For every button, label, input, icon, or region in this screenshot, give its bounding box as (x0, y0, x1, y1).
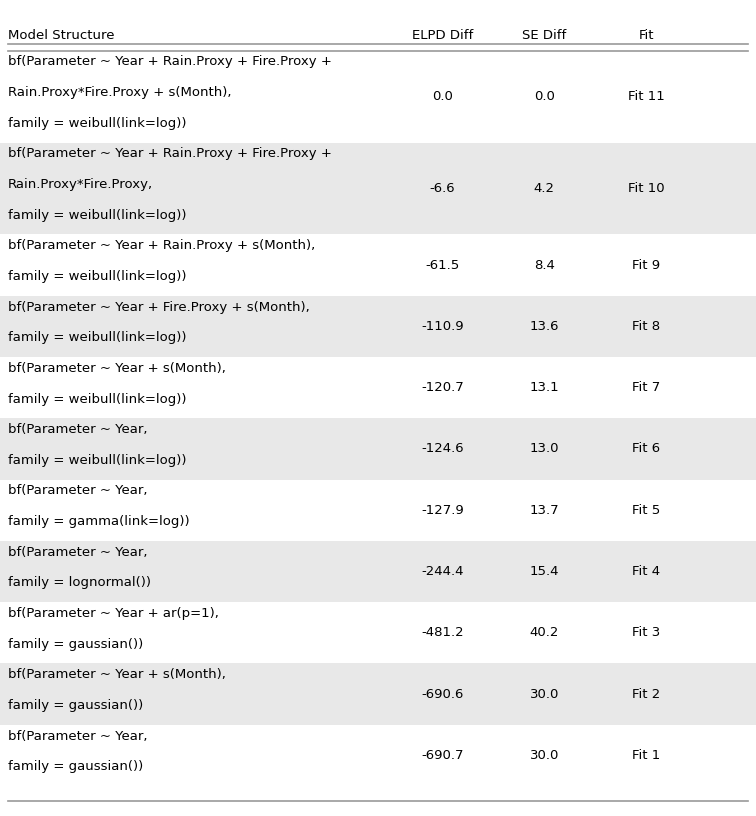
Text: bf(Parameter ~ Year,: bf(Parameter ~ Year, (8, 485, 147, 498)
Text: 13.1: 13.1 (529, 381, 559, 394)
Text: 13.6: 13.6 (529, 320, 559, 333)
Text: bf(Parameter ~ Year + Rain.Proxy + s(Month),: bf(Parameter ~ Year + Rain.Proxy + s(Mon… (8, 239, 314, 252)
Text: -244.4: -244.4 (421, 565, 463, 578)
Text: Rain.Proxy*Fire.Proxy,: Rain.Proxy*Fire.Proxy, (8, 178, 153, 191)
Text: 30.0: 30.0 (530, 688, 559, 701)
Bar (0, 419, 756, 480)
Text: -61.5: -61.5 (425, 259, 460, 272)
Text: family = gamma(link=log)): family = gamma(link=log)) (8, 515, 189, 528)
Text: bf(Parameter ~ Year,: bf(Parameter ~ Year, (8, 730, 147, 743)
Text: bf(Parameter ~ Year + s(Month),: bf(Parameter ~ Year + s(Month), (8, 362, 225, 375)
Text: 13.0: 13.0 (529, 442, 559, 455)
Text: 0.0: 0.0 (432, 90, 453, 103)
Text: bf(Parameter ~ Year + s(Month),: bf(Parameter ~ Year + s(Month), (8, 668, 225, 681)
Text: family = lognormal()): family = lognormal()) (8, 576, 150, 589)
Text: family = weibull(link=log)): family = weibull(link=log)) (8, 117, 186, 130)
Text: -6.6: -6.6 (429, 182, 455, 195)
Bar (0, 541, 756, 602)
Text: ELPD Diff: ELPD Diff (411, 29, 473, 42)
Text: bf(Parameter ~ Year + Rain.Proxy + Fire.Proxy +: bf(Parameter ~ Year + Rain.Proxy + Fire.… (8, 148, 331, 161)
Text: Fit 1: Fit 1 (632, 749, 661, 762)
Text: 13.7: 13.7 (529, 503, 559, 517)
Text: Fit 3: Fit 3 (632, 627, 661, 639)
Text: Fit 2: Fit 2 (632, 688, 661, 701)
Text: -127.9: -127.9 (421, 503, 463, 517)
Text: Fit 4: Fit 4 (632, 565, 661, 578)
Text: family = weibull(link=log)): family = weibull(link=log)) (8, 209, 186, 222)
Text: family = weibull(link=log)): family = weibull(link=log)) (8, 454, 186, 467)
Bar (0, 663, 756, 725)
Bar (0, 295, 756, 357)
Text: family = weibull(link=log)): family = weibull(link=log)) (8, 270, 186, 283)
Text: -690.7: -690.7 (421, 749, 463, 762)
Text: family = weibull(link=log)): family = weibull(link=log)) (8, 392, 186, 406)
Text: bf(Parameter ~ Year + Fire.Proxy + s(Month),: bf(Parameter ~ Year + Fire.Proxy + s(Mon… (8, 300, 309, 313)
Text: bf(Parameter ~ Year + Rain.Proxy + Fire.Proxy +: bf(Parameter ~ Year + Rain.Proxy + Fire.… (8, 55, 331, 69)
Text: family = gaussian()): family = gaussian()) (8, 761, 143, 774)
Text: Fit 6: Fit 6 (632, 442, 661, 455)
Text: Fit 7: Fit 7 (632, 381, 661, 394)
Text: 40.2: 40.2 (530, 627, 559, 639)
Text: bf(Parameter ~ Year + ar(p=1),: bf(Parameter ~ Year + ar(p=1), (8, 607, 218, 620)
Text: family = gaussian()): family = gaussian()) (8, 699, 143, 712)
Text: bf(Parameter ~ Year,: bf(Parameter ~ Year, (8, 546, 147, 559)
Text: Fit 10: Fit 10 (628, 182, 665, 195)
Text: Fit 11: Fit 11 (628, 90, 665, 103)
Text: 8.4: 8.4 (534, 259, 555, 272)
Text: -481.2: -481.2 (421, 627, 463, 639)
Bar (0, 143, 756, 234)
Text: 0.0: 0.0 (534, 90, 555, 103)
Text: -124.6: -124.6 (421, 442, 463, 455)
Text: Fit 9: Fit 9 (632, 259, 661, 272)
Text: -120.7: -120.7 (421, 381, 463, 394)
Text: Model Structure: Model Structure (8, 29, 114, 42)
Text: Fit: Fit (639, 29, 654, 42)
Text: Fit 8: Fit 8 (632, 320, 661, 333)
Text: 30.0: 30.0 (530, 749, 559, 762)
Text: -110.9: -110.9 (421, 320, 463, 333)
Text: family = gaussian()): family = gaussian()) (8, 637, 143, 650)
Text: Rain.Proxy*Fire.Proxy + s(Month),: Rain.Proxy*Fire.Proxy + s(Month), (8, 86, 231, 99)
Text: family = weibull(link=log)): family = weibull(link=log)) (8, 331, 186, 344)
Text: 15.4: 15.4 (529, 565, 559, 578)
Text: bf(Parameter ~ Year,: bf(Parameter ~ Year, (8, 424, 147, 437)
Text: 4.2: 4.2 (534, 182, 555, 195)
Text: -690.6: -690.6 (421, 688, 463, 701)
Text: Fit 5: Fit 5 (632, 503, 661, 517)
Text: SE Diff: SE Diff (522, 29, 566, 42)
